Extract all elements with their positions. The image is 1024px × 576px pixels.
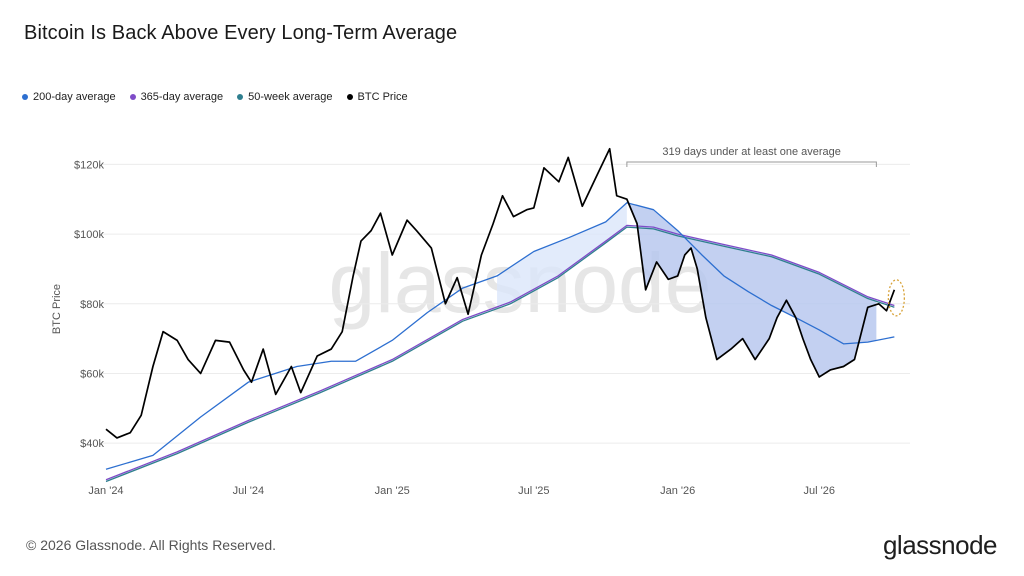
lines-layer [105, 147, 896, 483]
underwater-fill-365 [626, 225, 877, 377]
x-tick-label: Jan '24 [88, 485, 123, 497]
x-tick-label: Jul '24 [233, 485, 264, 497]
legend-dot-365-day [129, 94, 136, 100]
chart-legend: 200-day average 365-day average 50-week … [22, 91, 408, 103]
annotation-bracket [626, 161, 877, 167]
latest-price-highlight [887, 279, 906, 317]
legend-label-365-day: 365-day average [140, 91, 224, 103]
legend-label-200-day: 200-day average [33, 91, 116, 103]
y-tick-label: $80k [80, 299, 104, 311]
series-line-btc-price [105, 147, 896, 439]
copyright-text: © 2026 Glassnode. All Rights Reserved. [26, 537, 277, 553]
legend-dot-50-week [237, 94, 244, 100]
series-line-50-week-average [105, 226, 895, 483]
fill-layer [497, 202, 877, 377]
y-axis-title: BTC Price [51, 284, 63, 334]
legend-label-50-week: 50-week average [248, 91, 333, 103]
series-line-365-day-average [105, 224, 895, 481]
y-tick-label: $100k [74, 229, 104, 241]
axes-layer: $40k $60k $80k $100k $120k Jan '24 Jul '24 Jan … [51, 159, 835, 497]
y-tick-label: $120k [74, 159, 104, 171]
y-tick-label: $40k [80, 438, 104, 450]
legend-item-200-day[interactable]: 200-day average [22, 91, 116, 103]
x-tick-label: Jul '26 [804, 485, 835, 497]
average-gap-fill [497, 202, 627, 307]
x-tick-label: Jan '25 [375, 485, 410, 497]
legend-dot-btc-price [346, 94, 353, 100]
annotation-layer: 319 days under at least one average [626, 146, 906, 317]
legend-item-50-week[interactable]: 50-week average [237, 91, 333, 103]
glassnode-logo[interactable]: glassnode [882, 530, 998, 560]
y-tick-label: $60k [80, 368, 104, 380]
legend-dot-200-day [22, 94, 28, 100]
legend-label-btc-price: BTC Price [357, 91, 408, 103]
legend-item-365-day[interactable]: 365-day average [129, 91, 224, 103]
annotation-text: 319 days under at least one average [662, 146, 841, 158]
x-tick-label: Jul '25 [518, 485, 549, 497]
x-tick-label: Jan '26 [660, 485, 695, 497]
chart-title: Bitcoin Is Back Above Every Long-Term Av… [24, 22, 458, 44]
legend-item-btc-price[interactable]: BTC Price [346, 91, 408, 103]
series-line-200-day-average [105, 202, 895, 470]
